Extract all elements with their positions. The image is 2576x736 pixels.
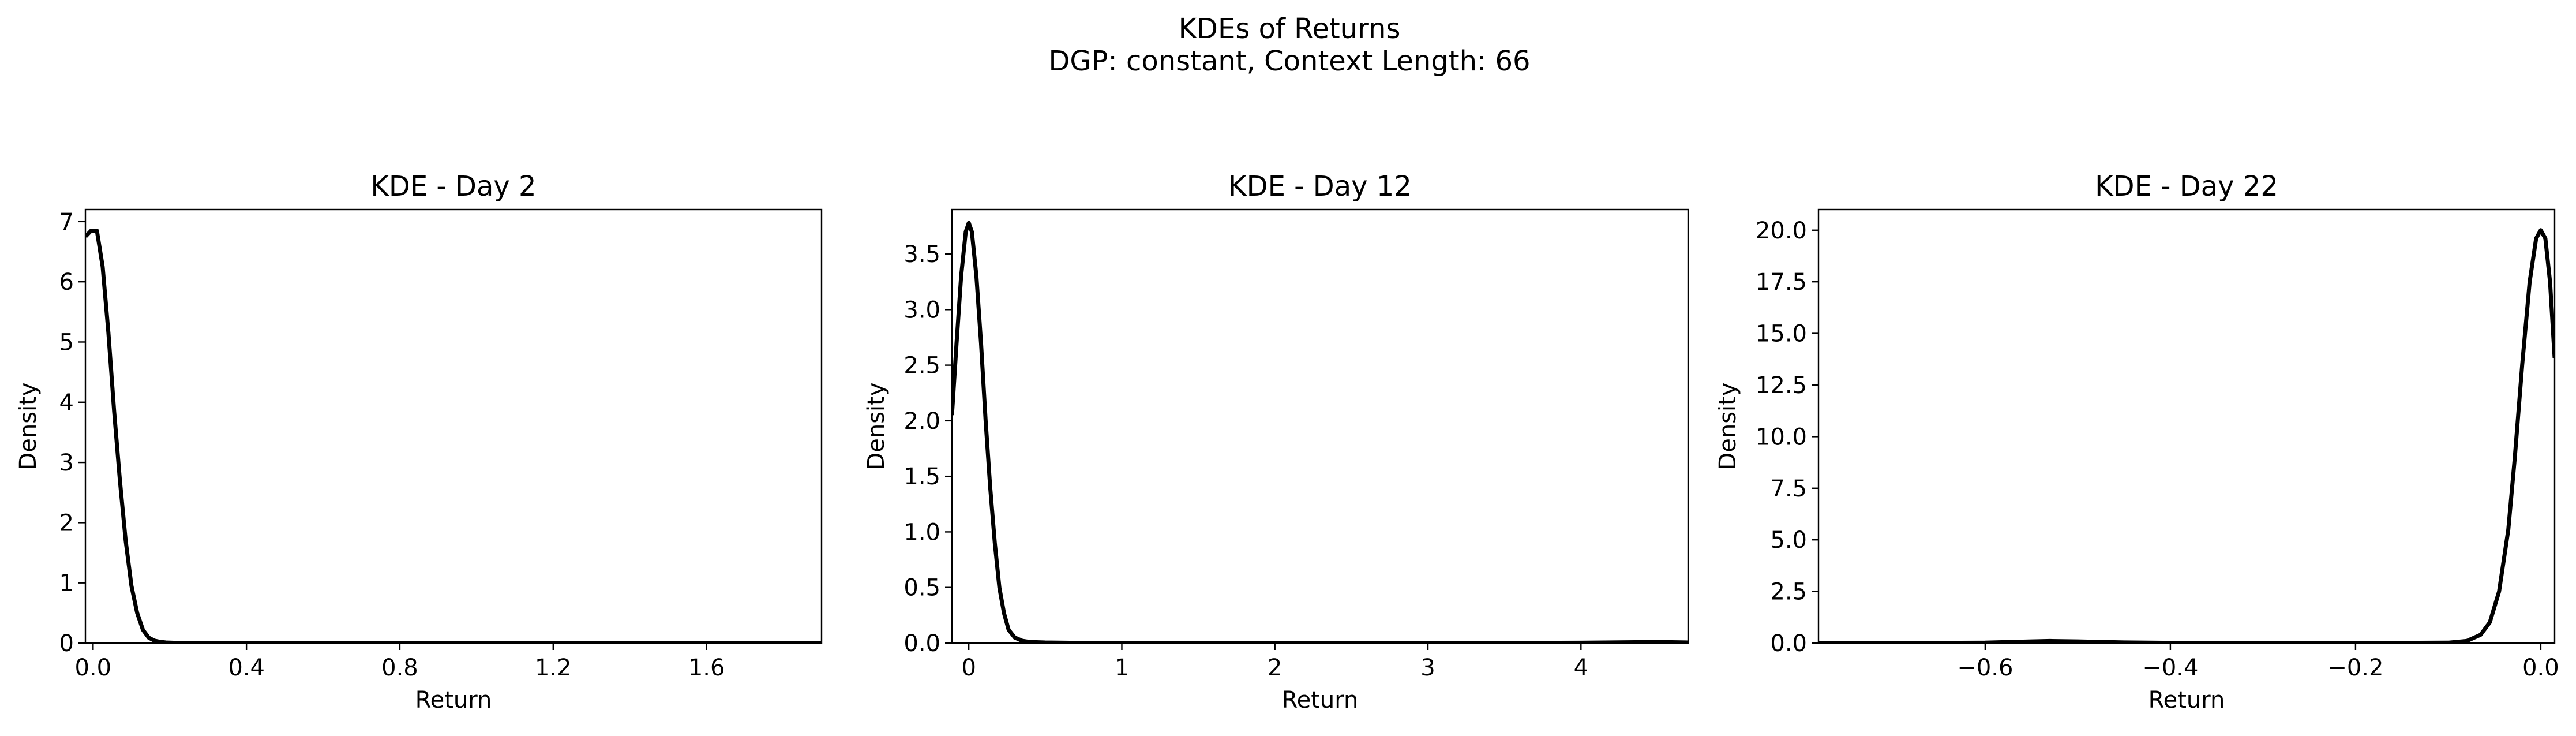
panel-title: KDE - Day 2 bbox=[370, 170, 536, 203]
x-tick-label: 1 bbox=[1115, 655, 1129, 681]
x-tick-label: 0.4 bbox=[228, 655, 265, 681]
x-tick-label: 0 bbox=[961, 655, 976, 681]
y-axis-label: Density bbox=[15, 382, 42, 470]
y-tick-label: 2.5 bbox=[903, 353, 940, 379]
y-tick-label: 1.0 bbox=[903, 519, 940, 546]
axes-frame bbox=[84, 208, 823, 644]
figure-suptitle-line2: DGP: constant, Context Length: 66 bbox=[1048, 45, 1530, 77]
panel-title: KDE - Day 12 bbox=[1228, 170, 1412, 203]
y-tick-label: 3.0 bbox=[903, 297, 940, 323]
x-tick-label: −0.6 bbox=[1957, 655, 2013, 681]
y-tick-label: 2 bbox=[59, 510, 74, 536]
y-tick-label: 10.0 bbox=[1756, 424, 1807, 450]
kde-line bbox=[1818, 228, 2555, 643]
x-tick-label: −0.2 bbox=[2327, 655, 2383, 681]
x-tick-label: 2 bbox=[1268, 655, 1282, 681]
kde-day-2-panel: KDE - Day 2 0.0 0.4 0.8 1.2 1.6 0 1 2 3 4 5 6 7 Return… bbox=[15, 170, 823, 713]
x-tick-label: 1.6 bbox=[688, 655, 725, 681]
kde-line bbox=[952, 221, 1688, 643]
y-axis-label: Density bbox=[863, 382, 890, 470]
x-tick-label: −0.4 bbox=[2142, 655, 2198, 681]
x-axis-label: Return bbox=[415, 687, 492, 713]
y-tick-label: 12.5 bbox=[1756, 372, 1807, 399]
x-tick-label: 3 bbox=[1420, 655, 1435, 681]
x-tick-label: 0.8 bbox=[381, 655, 418, 681]
y-tick-label: 2.5 bbox=[1770, 579, 1807, 606]
y-tick-label: 7 bbox=[59, 209, 74, 236]
x-tick-label: 1.2 bbox=[535, 655, 572, 681]
kde-line bbox=[85, 229, 822, 643]
y-tick-label: 20.0 bbox=[1756, 218, 1807, 244]
x-tick-label: 4 bbox=[1574, 655, 1588, 681]
y-tick-label: 5 bbox=[59, 329, 74, 356]
axes-frame bbox=[951, 208, 1689, 644]
y-tick-label: 2.0 bbox=[903, 408, 940, 435]
y-tick-label: 5.0 bbox=[1770, 527, 1807, 554]
x-tick-label: 0.0 bbox=[2522, 655, 2559, 681]
y-tick-label: 3 bbox=[59, 450, 74, 476]
y-axis-label: Density bbox=[1715, 382, 1741, 470]
figure-suptitle-line1: KDEs of Returns bbox=[1179, 13, 1401, 45]
y-tick-label: 0.5 bbox=[903, 575, 940, 601]
y-tick-label: 3.5 bbox=[903, 241, 940, 268]
y-tick-label: 0.0 bbox=[903, 630, 940, 657]
y-tick-label: 4 bbox=[59, 390, 74, 416]
panel-title: KDE - Day 22 bbox=[2095, 170, 2278, 203]
x-axis-label: Return bbox=[1282, 687, 1359, 713]
y-tick-label: 0.0 bbox=[1770, 630, 1807, 657]
x-tick-label: 0.0 bbox=[74, 655, 111, 681]
y-tick-label: 0 bbox=[59, 630, 74, 657]
y-tick-label: 15.0 bbox=[1756, 321, 1807, 348]
y-tick-label: 7.5 bbox=[1770, 476, 1807, 502]
x-axis-label: Return bbox=[2148, 687, 2225, 713]
y-tick-label: 6 bbox=[59, 269, 74, 296]
y-tick-label: 1 bbox=[59, 570, 74, 597]
y-tick-label: 1.5 bbox=[903, 464, 940, 490]
y-tick-label: 17.5 bbox=[1756, 269, 1807, 296]
axes-frame bbox=[1817, 208, 2556, 644]
kde-day-22-panel: KDE - Day 22 −0.6 −0.4 −0.2 0.0 0.0 2.5 5.0 7.5 1… bbox=[1715, 170, 2559, 713]
kde-day-12-panel: KDE - Day 12 0 1 2 3 4 0.0 0.5 1.0 1.5 2.0 2.5 3.0 3.… bbox=[863, 170, 1689, 713]
